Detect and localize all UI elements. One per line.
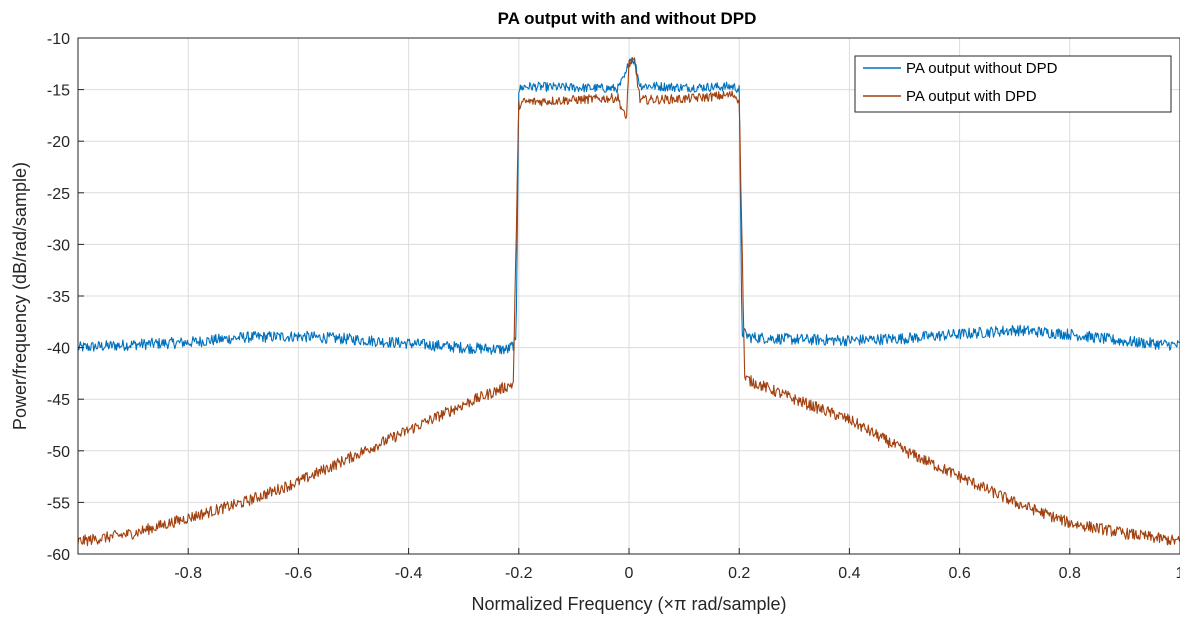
- x-tick-label: -0.8: [174, 565, 202, 582]
- y-tick-label: -35: [47, 289, 70, 306]
- x-axis-label: Normalized Frequency (×π rad/sample): [471, 594, 786, 614]
- y-tick-label: -30: [47, 237, 70, 254]
- x-tick-label: -0.4: [395, 565, 423, 582]
- y-tick-label: -20: [47, 134, 70, 151]
- series-line-with-dpd: [77, 56, 1180, 547]
- legend: PA output without DPD PA output with DPD: [854, 55, 1172, 113]
- legend-label-without-dpd: PA output without DPD: [906, 60, 1058, 77]
- y-axis-label: Power/frequency (dB/rad/sample): [10, 162, 30, 430]
- chart-title: PA output with and without DPD: [498, 9, 757, 28]
- y-ticks: -10 -15 -20 -25 -30 -35 -40 -45 -50 -55 -60: [47, 31, 84, 564]
- x-tick-label: 0.8: [1059, 565, 1081, 582]
- x-tick-label: 1: [1176, 565, 1180, 582]
- y-tick-label: -40: [47, 341, 70, 358]
- x-tick-label: -0.2: [505, 565, 533, 582]
- x-ticks: -0.8 -0.6 -0.4 -0.2 0 0.2 0.4 0.6 0.8 1: [174, 548, 1180, 582]
- y-tick-label: -55: [47, 495, 70, 512]
- y-tick-label: -50: [47, 444, 70, 461]
- x-tick-label: 0.4: [838, 565, 860, 582]
- legend-label-with-dpd: PA output with DPD: [906, 88, 1037, 105]
- y-tick-label: -60: [47, 547, 70, 564]
- legend-box: [854, 55, 1172, 113]
- x-tick-label: 0.2: [728, 565, 750, 582]
- x-tick-label: -0.6: [285, 565, 313, 582]
- y-tick-label: -25: [47, 186, 70, 203]
- y-tick-label: -45: [47, 392, 70, 409]
- y-tick-label: -10: [47, 31, 70, 48]
- series-layer: [77, 56, 1180, 547]
- y-tick-label: -15: [47, 83, 70, 100]
- x-tick-label: 0.6: [948, 565, 970, 582]
- x-tick-label: 0: [625, 565, 634, 582]
